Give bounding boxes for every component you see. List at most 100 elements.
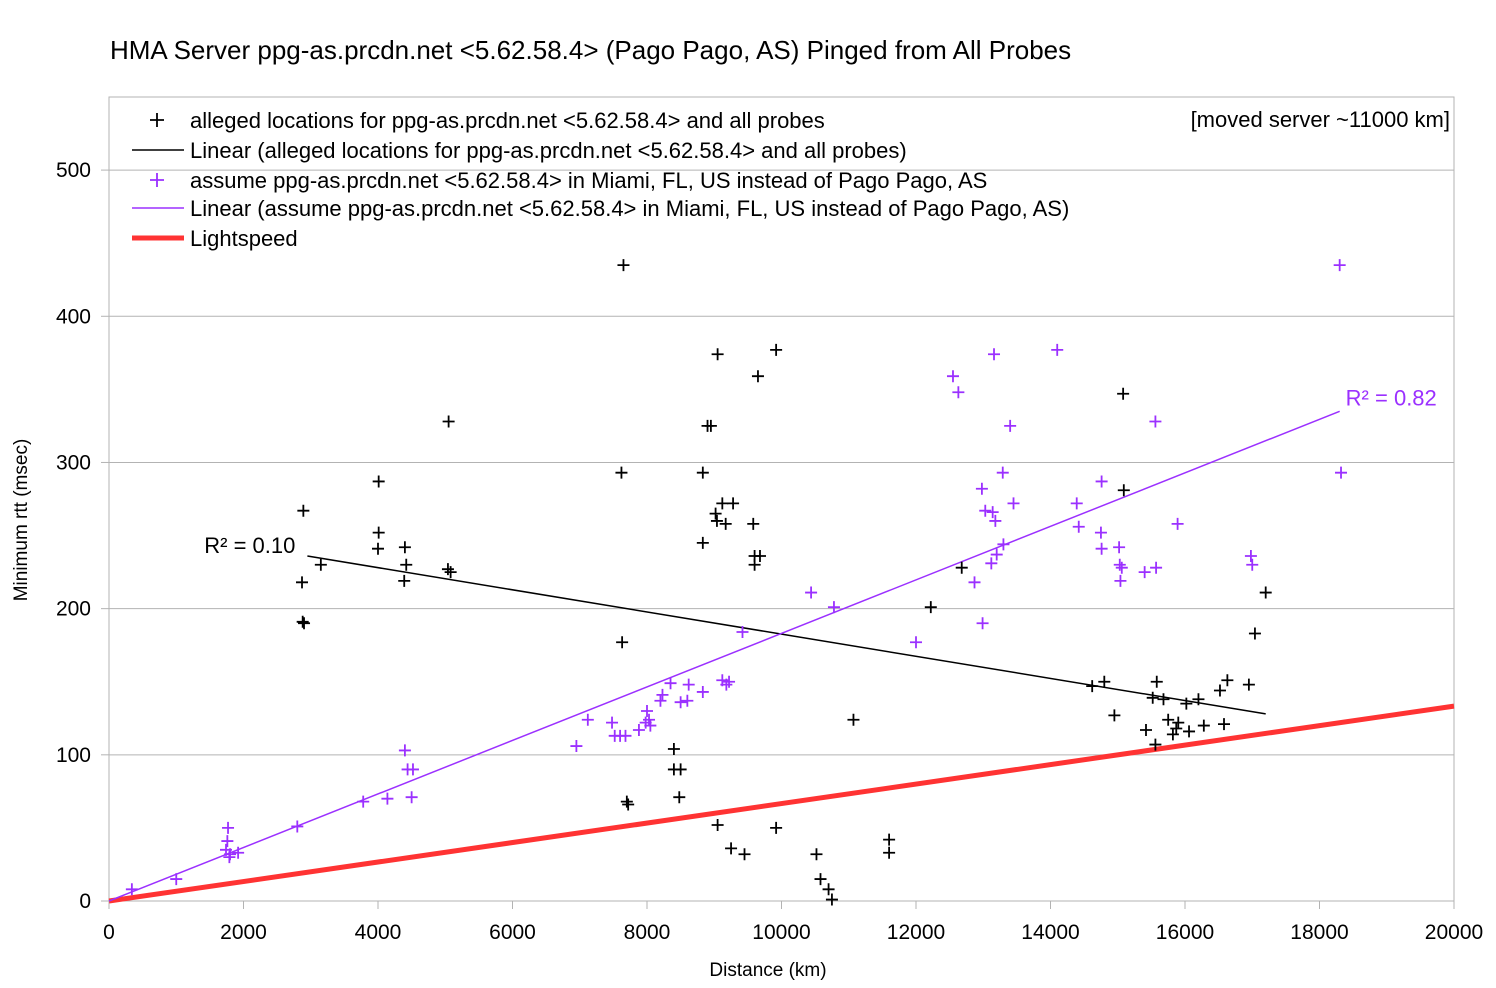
y-tick-label: 500 xyxy=(56,159,91,182)
alleged-point xyxy=(400,558,413,571)
miami-point xyxy=(381,792,394,805)
alleged-point xyxy=(297,504,310,517)
lightspeed-line xyxy=(108,703,1455,904)
miami-point xyxy=(405,791,418,804)
alleged-point xyxy=(1192,693,1205,706)
miami-point xyxy=(1138,566,1151,579)
miami-point xyxy=(406,763,419,776)
miami-point xyxy=(1095,475,1108,488)
miami-point xyxy=(681,694,694,707)
y-tick-label: 100 xyxy=(56,744,91,767)
legend-alleged-label: alleged locations for ppg-as.prcdn.net <… xyxy=(190,108,825,133)
alleged-point xyxy=(810,848,823,861)
alleged-point xyxy=(1108,709,1121,722)
miami-point xyxy=(1113,558,1126,571)
alleged-point xyxy=(716,497,729,510)
alleged-point xyxy=(372,542,384,555)
alleged-point xyxy=(814,873,827,886)
miami-point xyxy=(1335,466,1348,479)
miami-point xyxy=(223,851,236,864)
miami-point xyxy=(979,504,992,517)
alleged-point xyxy=(1197,719,1210,732)
legend-lightspeed-label: Lightspeed xyxy=(190,226,298,251)
alleged-point xyxy=(822,883,835,896)
x-tick-label: 14000 xyxy=(1021,921,1079,944)
alleged-point xyxy=(1221,674,1234,687)
x-tick-label: 6000 xyxy=(489,921,536,944)
alleged-point xyxy=(770,343,783,356)
miami-point xyxy=(1244,550,1257,563)
alleged-point xyxy=(1213,684,1226,697)
miami-point xyxy=(398,744,411,757)
miami-point xyxy=(1095,542,1108,555)
alleged-point xyxy=(696,466,709,479)
alleged-point xyxy=(1259,586,1272,599)
miami-point xyxy=(654,694,667,707)
alleged-point xyxy=(847,713,860,726)
alleged-point xyxy=(770,821,783,834)
miami-point xyxy=(952,386,965,399)
legend-miami-trend-label: Linear (assume ppg-as.prcdn.net <5.62.58… xyxy=(190,196,1069,221)
alleged-point xyxy=(955,561,968,574)
miami-point xyxy=(643,713,656,726)
alleged-point xyxy=(296,576,309,589)
alleged-point xyxy=(314,558,327,571)
alleged-point xyxy=(1146,691,1159,704)
miami-point xyxy=(357,795,370,808)
alleged-point xyxy=(1086,680,1099,693)
miami-point xyxy=(644,719,657,732)
trend-lines xyxy=(108,410,1455,904)
miami-point xyxy=(720,678,733,691)
miami-point xyxy=(968,576,981,589)
miami-point xyxy=(632,723,645,736)
tick-labels: 0 100 200 300 400 500 0 2000 4000 6000 8000 10000 12… xyxy=(56,159,1483,944)
miami-point xyxy=(1246,558,1259,571)
alleged-point xyxy=(1248,627,1261,640)
miami-point xyxy=(827,601,840,614)
alleged-point xyxy=(725,842,738,855)
alleged-point xyxy=(710,514,723,527)
alleged-point xyxy=(673,791,686,804)
plot-area xyxy=(108,96,1455,902)
miami-point xyxy=(986,506,999,519)
miami-point xyxy=(606,716,619,729)
data-points xyxy=(125,259,1348,906)
miami-point xyxy=(696,685,709,698)
miami-point xyxy=(291,820,304,833)
alleged-point xyxy=(298,617,311,630)
x-axis-label: Distance (km) xyxy=(709,960,826,981)
miami-point xyxy=(1150,561,1163,574)
alleged-point xyxy=(1139,723,1152,736)
alleged-point xyxy=(1162,713,1175,726)
alleged-point xyxy=(1117,387,1130,400)
alleged-point xyxy=(1170,722,1183,735)
alleged-point xyxy=(747,517,760,530)
miami-point xyxy=(1333,259,1346,272)
miami-point xyxy=(1072,520,1085,533)
alleged-point xyxy=(615,466,628,479)
alleged-point xyxy=(398,574,411,587)
y-tick-label: 300 xyxy=(56,451,91,474)
miami-point xyxy=(1115,561,1128,574)
x-tick-label: 10000 xyxy=(752,921,810,944)
x-tick-label: 16000 xyxy=(1156,921,1214,944)
miami-r2-label: R² = 0.82 xyxy=(1346,385,1437,410)
miami-point xyxy=(1114,574,1127,587)
alleged-point xyxy=(620,795,633,808)
alleged-point xyxy=(1149,738,1162,751)
legend-miami-label: assume ppg-as.prcdn.net <5.62.58.4> in M… xyxy=(190,168,987,193)
miami-point xyxy=(1149,415,1162,428)
miami-point xyxy=(975,482,988,495)
alleged-point xyxy=(296,615,309,628)
miami-point xyxy=(910,636,922,649)
miami-point xyxy=(682,678,695,691)
miami-point xyxy=(232,846,245,859)
miami-point xyxy=(1070,497,1083,510)
alleged-point xyxy=(727,497,740,510)
miami-point xyxy=(996,466,1009,479)
y-tick-label: 0 xyxy=(79,890,91,913)
alleged-point xyxy=(372,475,385,488)
miami-point xyxy=(222,821,235,834)
miami-point xyxy=(985,557,998,570)
